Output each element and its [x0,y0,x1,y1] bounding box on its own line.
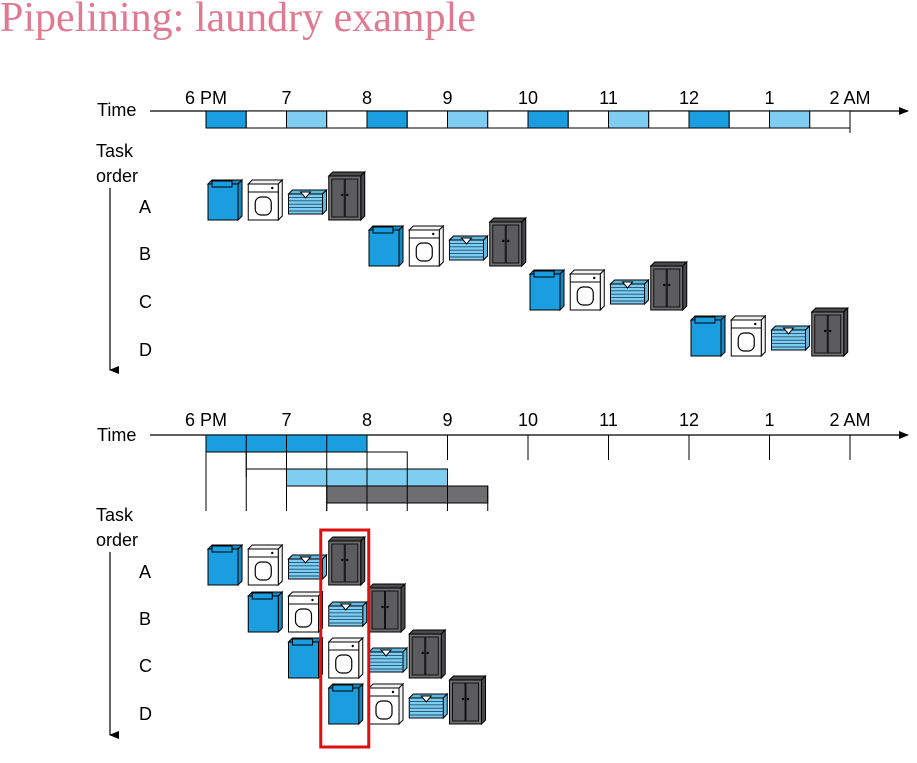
dryer-icon [247,178,284,222]
hour-tick-label: 9 [442,88,452,108]
folder-icon [327,600,368,628]
task-order-label: Task [96,141,134,161]
folder-icon [287,553,328,581]
washer-icon [206,178,244,222]
hour-tick-label: 7 [281,88,291,108]
slide-title: Pipelining: laundry example [0,0,476,41]
task-label-a: A [139,562,151,582]
hour-tick-label: 2 AM [829,410,870,430]
task-order-label: order [96,166,138,186]
time-slot [366,110,408,129]
washer-icon [247,590,284,634]
time-slot [406,110,448,129]
dryer-icon [247,543,284,587]
time-slot [769,110,811,129]
storer-icon [810,306,849,358]
time-slot [648,110,690,129]
hour-tick-label: 1 [764,88,774,108]
folder-icon [367,646,409,674]
folder-icon [287,188,328,216]
hour-tick-label: 6 PM [185,88,227,108]
storer-icon [649,260,688,312]
time-slot [567,110,609,129]
task-label-c: C [139,292,152,312]
hour-tick-label: 12 [679,88,699,108]
washer-icon [327,682,364,726]
storer-icon [488,216,527,268]
folder-icon [448,234,489,262]
task-order-label: order [96,530,138,550]
time-slot [527,110,569,129]
folder-icon [770,324,811,352]
storer-icon [448,674,487,726]
washer-icon [367,224,405,268]
time-slot [487,110,529,129]
task-order-label: Task [96,505,134,525]
storer-icon [327,535,366,587]
washer-icon [206,543,244,587]
folder-icon [609,278,650,306]
washer-icon [528,268,566,312]
time-slot [447,110,489,129]
dryer-icon [287,590,324,634]
dryer-icon [367,682,405,726]
washer-icon [689,314,727,358]
washer-icon [287,636,324,680]
hour-tick-label: 2 AM [829,88,870,108]
time-slot [688,110,730,129]
hour-tick-label: 6 PM [185,410,227,430]
task-label-a: A [139,197,151,217]
dryer-icon [327,636,364,680]
time-slot [286,110,328,129]
hour-tick-label: 8 [362,410,372,430]
dryer-icon [730,314,767,358]
storer-icon [327,170,366,222]
task-label-b: B [139,609,151,629]
storer-icon [408,628,447,680]
hour-tick-label: 1 [764,410,774,430]
dryer-icon [408,224,445,268]
hour-tick-label: 7 [281,410,291,430]
hour-tick-label: 12 [679,410,699,430]
hour-tick-label: 9 [442,410,452,430]
folder-icon [408,692,449,720]
hour-tick-label: 10 [518,88,538,108]
time-slot [326,110,368,129]
hour-tick-label: 11 [599,410,618,430]
task-label-c: C [139,656,152,676]
time-label: Time [97,425,136,445]
time-label: Time [97,100,136,120]
task-label-d: D [139,340,152,360]
time-slot [205,110,247,129]
time-slot [809,110,851,129]
dryer-icon [569,268,606,312]
hour-tick-label: 10 [518,410,538,430]
hour-tick-label: 8 [362,88,372,108]
task-label-d: D [139,704,152,724]
time-slot [728,110,770,129]
highlight-box [319,528,371,749]
time-slot [245,110,287,129]
time-slot [608,110,650,129]
storer-icon [367,582,407,634]
task-label-b: B [139,244,151,264]
hour-tick-label: 11 [599,88,618,108]
